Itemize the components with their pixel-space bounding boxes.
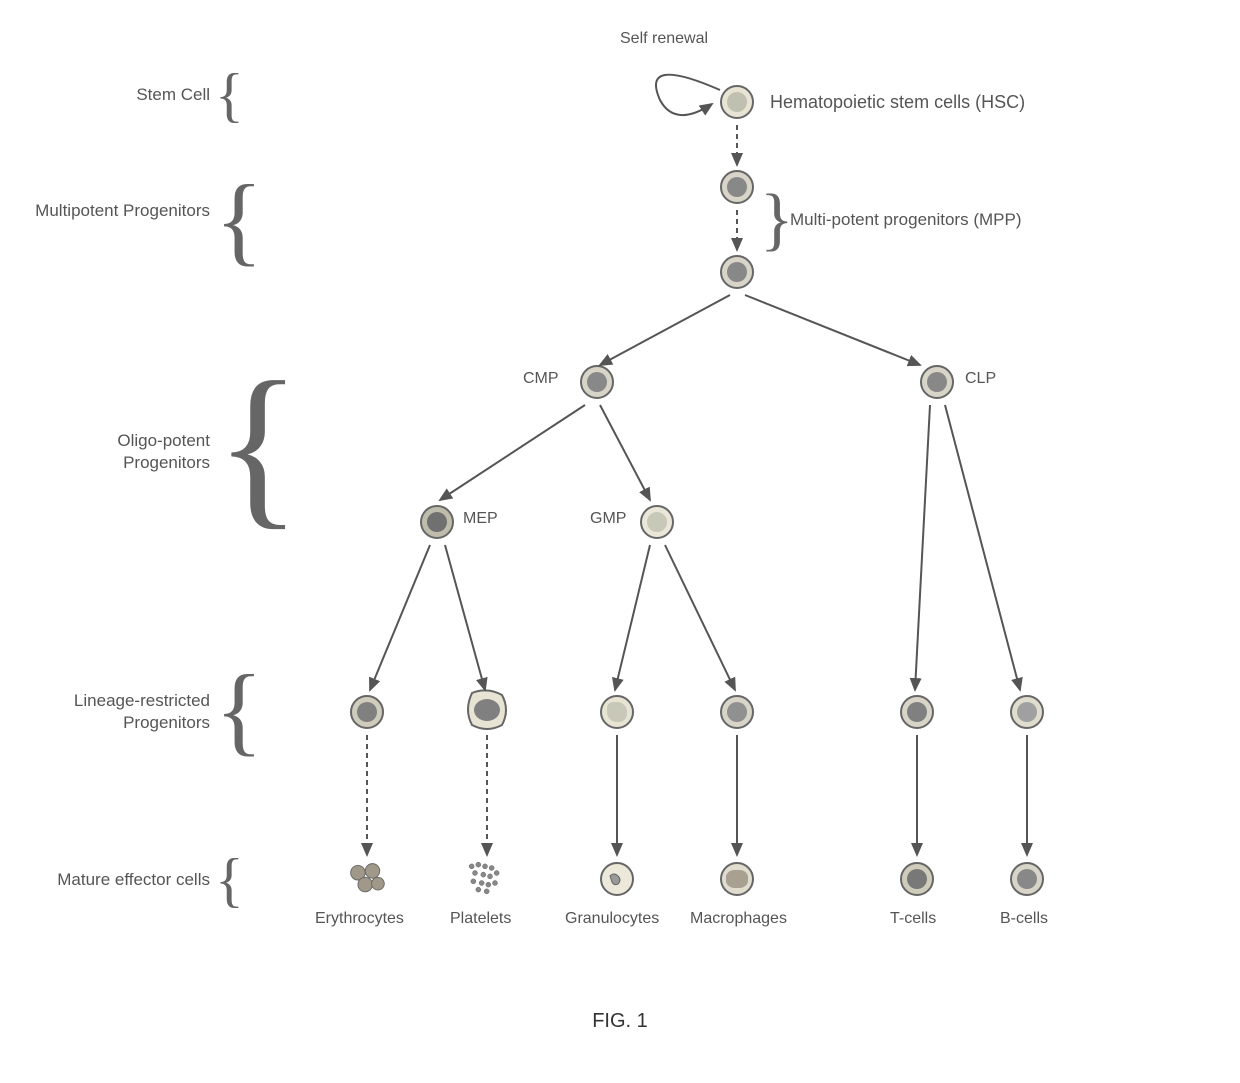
brace-multipotent: { [215, 170, 263, 270]
cell-mature-granulocyte [600, 862, 634, 896]
cell-mep [420, 505, 454, 539]
cell-clp [920, 365, 954, 399]
row-label-oligopotent: Oligo-potent Progenitors [30, 430, 210, 474]
brace-stem-cell: { [215, 65, 244, 125]
cell-cmp [580, 365, 614, 399]
label-macrophages: Macrophages [690, 910, 787, 928]
brace-oligopotent: { [215, 355, 301, 535]
cell-mature-tcell [900, 862, 934, 896]
label-bcells: B-cells [1000, 910, 1048, 928]
row-label-mature: Mature effector cells [20, 870, 210, 890]
label-cmp: CMP [523, 370, 559, 388]
cell-lin-ery [350, 695, 384, 729]
brace-mpp-right: } [760, 185, 794, 255]
cell-mature-macrophage [720, 862, 754, 896]
cell-lin-mac [720, 695, 754, 729]
label-hsc: Hematopoietic stem cells (HSC) [770, 92, 1025, 113]
figure-label: FIG. 1 [0, 1010, 1240, 1033]
label-tcells: T-cells [890, 910, 936, 928]
cell-lin-megakaryocyte [462, 685, 512, 735]
cell-lin-gran [600, 695, 634, 729]
label-mpp: Multi-potent progenitors (MPP) [790, 210, 1021, 230]
label-platelets: Platelets [450, 910, 511, 928]
brace-lineage: { [215, 660, 263, 760]
label-granulocytes: Granulocytes [565, 910, 659, 928]
cell-hsc [720, 85, 754, 119]
label-erythrocytes: Erythrocytes [315, 910, 404, 928]
label-mep: MEP [463, 510, 498, 528]
cell-mature-erythrocytes [347, 860, 387, 900]
cell-mature-platelets [465, 858, 505, 898]
cell-lin-bcell [1010, 695, 1044, 729]
cell-mpp2 [720, 255, 754, 289]
label-clp: CLP [965, 370, 996, 388]
cell-gmp [640, 505, 674, 539]
row-label-stem-cell: Stem Cell [30, 85, 210, 105]
label-self-renewal: Self renewal [620, 30, 708, 48]
cell-lin-tcell [900, 695, 934, 729]
brace-mature: { [215, 850, 244, 910]
cell-mpp1 [720, 170, 754, 204]
diagram-root: Stem Cell Multipotent Progenitors Oligo-… [0, 0, 1240, 1083]
row-label-lineage: Lineage-restricted Progenitors [30, 690, 210, 734]
row-label-multipotent: Multipotent Progenitors [30, 200, 210, 222]
cell-mature-bcell [1010, 862, 1044, 896]
label-gmp: GMP [590, 510, 626, 528]
